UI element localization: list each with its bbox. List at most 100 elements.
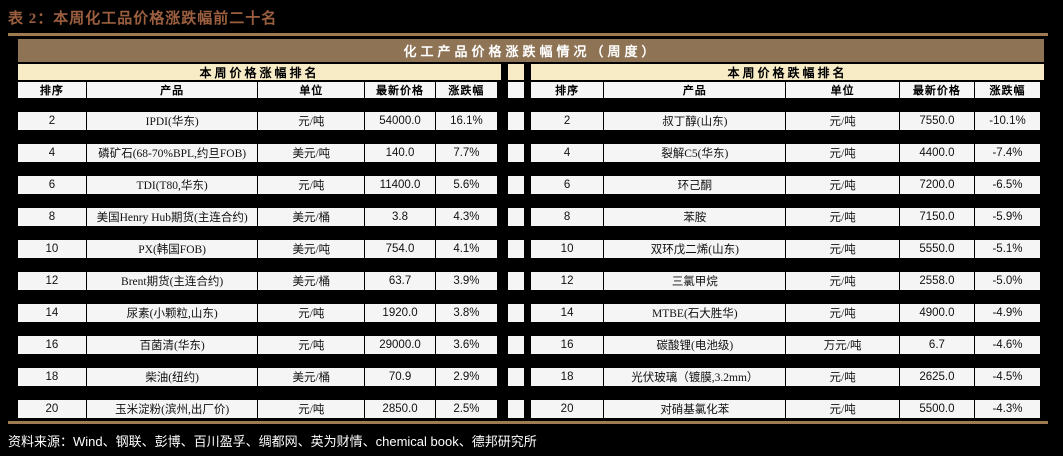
loser-row: 4 裂解C5(华东) 元/吨 4400.0 -7.4% [530, 143, 1045, 163]
losers-col-change: 涨跌幅 [974, 81, 1041, 99]
loser-rank-cell: 12 [530, 271, 605, 291]
loser-product-cell: 碳酸锂(电池级) [603, 335, 787, 355]
table-row-band: 12 Brent期货(主连合约) 美元/桶 63.7 3.9% 12 三氯甲烷 元/吨 2558… [17, 271, 1045, 291]
loser-unit-cell: 万元/吨 [785, 335, 900, 355]
gainer-row: 10 PX(韩国FOB) 美元/吨 754.0 4.1% [17, 239, 502, 259]
row-separator-cell [507, 111, 525, 131]
loser-price-cell: 5500.0 [898, 399, 976, 419]
gainer-row: 8 美国Henry Hub期货(主连合约) 美元/桶 3.8 4.3% [17, 207, 502, 227]
loser-change-cell: -5.0% [974, 271, 1041, 291]
source-note: 资料来源：Wind、钢联、彭博、百川盈孚、绸都网、英为财情、chemical b… [8, 434, 537, 449]
gainers-col-change: 涨跌幅 [434, 81, 498, 99]
loser-row: 20 对硝基氯化苯 元/吨 5500.0 -4.3% [530, 399, 1045, 419]
gainer-rank-cell: 14 [17, 303, 87, 323]
gainer-change-cell: 4.1% [434, 239, 498, 259]
colhead-separator-cell [507, 81, 525, 99]
loser-change-cell: -10.1% [974, 111, 1041, 131]
gainer-price-cell: 63.7 [364, 271, 436, 291]
loser-row: 14 MTBE(石大胜华) 元/吨 4900.0 -4.9% [530, 303, 1045, 323]
loser-price-cell: 4400.0 [898, 143, 976, 163]
losers-col-price: 最新价格 [898, 81, 976, 99]
gainer-row: 16 百菌清(华东) 元/吨 29000.0 3.6% [17, 335, 502, 355]
gainer-price-cell: 2850.0 [364, 399, 436, 419]
gainer-product-cell: PX(韩国FOB) [85, 239, 259, 259]
loser-rank-cell: 10 [530, 239, 605, 259]
gainer-price-cell: 3.8 [364, 207, 436, 227]
row-separator-cell [507, 239, 525, 259]
gainer-rank-cell: 10 [17, 239, 87, 259]
loser-product-cell: 三氯甲烷 [603, 271, 787, 291]
gainer-change-cell: 3.9% [434, 271, 498, 291]
gainer-change-cell: 5.6% [434, 175, 498, 195]
loser-price-cell: 5550.0 [898, 239, 976, 259]
loser-price-cell: 2558.0 [898, 271, 976, 291]
gainer-unit-cell: 元/吨 [257, 399, 366, 419]
loser-product-cell: 对硝基氯化苯 [603, 399, 787, 419]
losers-col-unit: 单位 [785, 81, 900, 99]
gainer-product-cell: 百菌清(华东) [85, 335, 259, 355]
gainers-col-product: 产品 [85, 81, 259, 99]
loser-product-cell: 光伏玻璃（镀膜,3.2mm） [603, 367, 787, 387]
gainer-product-cell: 玉米淀粉(滨州,出厂价) [85, 399, 259, 419]
gainer-product-cell: IPDI(华东) [85, 111, 259, 131]
gainer-product-cell: 柴油(纽约) [85, 367, 259, 387]
gainers-subheader: 本周价格涨幅排名 [17, 63, 502, 81]
loser-row: 8 苯胺 元/吨 7150.0 -5.9% [530, 207, 1045, 227]
gainer-rank-cell: 12 [17, 271, 87, 291]
table-row-band: 20 玉米淀粉(滨州,出厂价) 元/吨 2850.0 2.5% 20 对硝基氯化苯 元/吨 55… [17, 399, 1045, 419]
loser-unit-cell: 元/吨 [785, 207, 900, 227]
loser-row: 6 环己酮 元/吨 7200.0 -6.5% [530, 175, 1045, 195]
gainer-unit-cell: 美元/吨 [257, 143, 366, 163]
loser-unit-cell: 元/吨 [785, 111, 900, 131]
gainer-rank-cell: 16 [17, 335, 87, 355]
gainer-change-cell: 16.1% [434, 111, 498, 131]
gainer-product-cell: 美国Henry Hub期货(主连合约) [85, 207, 259, 227]
gainer-unit-cell: 元/吨 [257, 175, 366, 195]
gainer-change-cell: 2.5% [434, 399, 498, 419]
gainer-rank-cell: 18 [17, 367, 87, 387]
loser-unit-cell: 元/吨 [785, 367, 900, 387]
table-row-band: 6 TDI(T80,华东) 元/吨 11400.0 5.6% 6 环己酮 元/吨 7200.0-… [17, 175, 1045, 195]
gainer-row: 4 磷矿石(68-70%BPL,约旦FOB) 美元/吨 140.0 7.7% [17, 143, 502, 163]
loser-change-cell: -5.1% [974, 239, 1041, 259]
gainer-price-cell: 140.0 [364, 143, 436, 163]
table-rows: 2 IPDI(华东) 元/吨 54000.0 16.1% 2 叔丁醇(山东) 元/吨 7550.… [17, 111, 1045, 419]
gainer-product-cell: TDI(T80,华东) [85, 175, 259, 195]
table-main-header: 化工产品价格涨跌幅情况（周度） [17, 38, 1045, 63]
loser-change-cell: -7.4% [974, 143, 1041, 163]
price-change-table: 化工产品价格涨跌幅情况（周度） 本周价格涨幅排名 本周价格跌幅排名 排序 产品 … [17, 38, 1045, 419]
row-separator-cell [507, 175, 525, 195]
page-title: 表 2：本周化工品价格涨跌幅前二十名 [8, 11, 278, 27]
loser-price-cell: 6.7 [898, 335, 976, 355]
gainer-row: 20 玉米淀粉(滨州,出厂价) 元/吨 2850.0 2.5% [17, 399, 502, 419]
gainer-unit-cell: 元/吨 [257, 303, 366, 323]
loser-unit-cell: 元/吨 [785, 175, 900, 195]
gainer-price-cell: 11400.0 [364, 175, 436, 195]
gainers-col-unit: 单位 [257, 81, 366, 99]
loser-product-cell: 环己酮 [603, 175, 787, 195]
loser-rank-cell: 4 [530, 143, 605, 163]
loser-change-cell: -4.5% [974, 367, 1041, 387]
table-row-band: 2 IPDI(华东) 元/吨 54000.0 16.1% 2 叔丁醇(山东) 元/吨 7550.… [17, 111, 1045, 131]
losers-col-product: 产品 [603, 81, 787, 99]
table-row-band: 16 百菌清(华东) 元/吨 29000.0 3.6% 16 碳酸锂(电池级) 万元/吨 6.7… [17, 335, 1045, 355]
loser-rank-cell: 16 [530, 335, 605, 355]
table-row-band: 8 美国Henry Hub期货(主连合约) 美元/桶 3.8 4.3% 8 苯胺 元/吨 715… [17, 207, 1045, 227]
loser-product-cell: MTBE(石大胜华) [603, 303, 787, 323]
gainer-unit-cell: 美元/桶 [257, 207, 366, 227]
gainer-price-cell: 70.9 [364, 367, 436, 387]
subheader-separator-cell [507, 63, 525, 81]
loser-product-cell: 裂解C5(华东) [603, 143, 787, 163]
gainer-unit-cell: 元/吨 [257, 335, 366, 355]
gainer-price-cell: 54000.0 [364, 111, 436, 131]
loser-price-cell: 4900.0 [898, 303, 976, 323]
gainer-change-cell: 4.3% [434, 207, 498, 227]
gainer-change-cell: 3.6% [434, 335, 498, 355]
gainer-row: 12 Brent期货(主连合约) 美元/桶 63.7 3.9% [17, 271, 502, 291]
gainer-row: 2 IPDI(华东) 元/吨 54000.0 16.1% [17, 111, 502, 131]
loser-price-cell: 7200.0 [898, 175, 976, 195]
gainers-col-rank: 排序 [17, 81, 87, 99]
loser-rank-cell: 20 [530, 399, 605, 419]
loser-unit-cell: 元/吨 [785, 239, 900, 259]
row-separator-cell [507, 399, 525, 419]
